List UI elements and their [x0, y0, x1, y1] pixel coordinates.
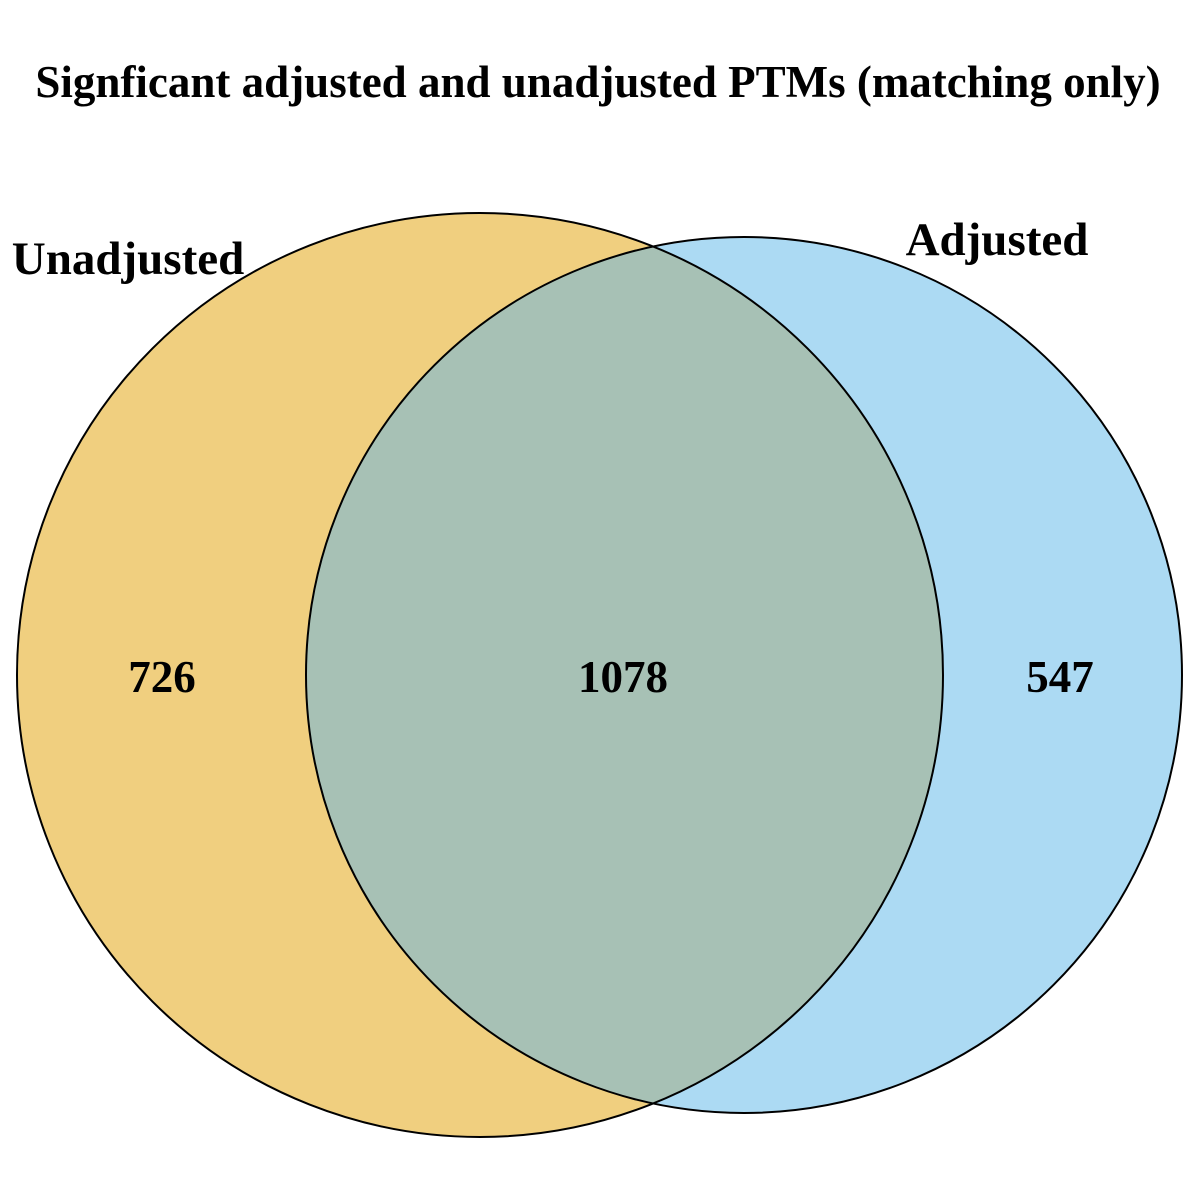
- adjusted-only-count: 547: [1026, 652, 1094, 702]
- intersection-count: 1078: [578, 652, 668, 702]
- adjusted-label: Adjusted: [906, 214, 1089, 266]
- unadjusted-label: Unadjusted: [12, 233, 244, 285]
- adjusted-outline: [305, 236, 1183, 1114]
- unadjusted-only-count: 726: [128, 652, 196, 702]
- overlap-region: [306, 237, 943, 1113]
- unadjusted-outline: [16, 212, 944, 1138]
- chart-title: Signficant adjusted and unadjusted PTMs …: [35, 57, 1160, 107]
